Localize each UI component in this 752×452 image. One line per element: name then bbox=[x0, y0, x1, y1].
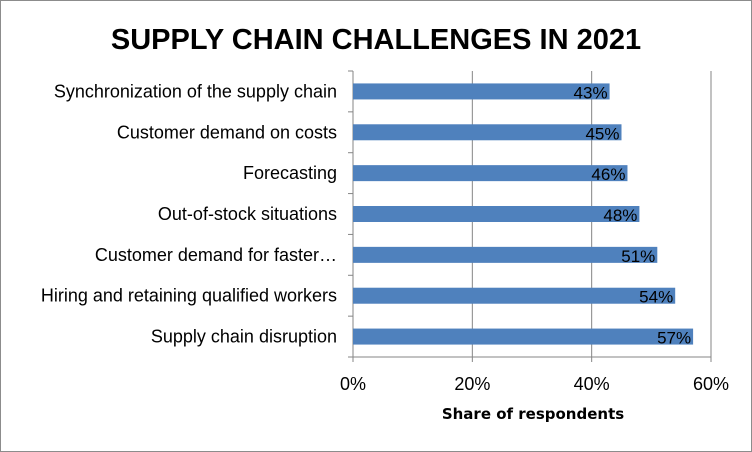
x-tick-labels: 0% 20% 40% 60% bbox=[340, 374, 729, 394]
category-label-1: Synchronization of the supply chain bbox=[54, 81, 337, 101]
data-label-6: 54% bbox=[639, 288, 673, 307]
data-label-2: 45% bbox=[585, 124, 619, 143]
category-label-2: Customer demand on costs bbox=[117, 122, 337, 142]
bar-7 bbox=[353, 328, 694, 345]
data-label-4: 48% bbox=[603, 206, 637, 225]
x-tick-label-2: 40% bbox=[574, 374, 610, 394]
x-axis-label: Share of respondents bbox=[442, 405, 624, 423]
bars bbox=[353, 83, 694, 345]
x-tick-label-0: 0% bbox=[340, 374, 366, 394]
data-label-1: 43% bbox=[574, 83, 608, 102]
x-tick-label-3: 60% bbox=[693, 374, 729, 394]
data-label-5: 51% bbox=[621, 247, 655, 266]
bar-1 bbox=[353, 83, 610, 100]
data-label-3: 46% bbox=[591, 165, 625, 184]
category-labels: Synchronization of the supply chain Custo… bbox=[41, 81, 337, 346]
data-labels: 43% 45% 46% 48% 51% 54% 57% bbox=[574, 83, 692, 347]
bar-4 bbox=[353, 206, 640, 222]
category-label-3: Forecasting bbox=[243, 163, 337, 183]
category-label-6: Hiring and retaining qualified workers bbox=[41, 286, 337, 306]
bar-6 bbox=[353, 287, 676, 304]
bar-5 bbox=[353, 246, 658, 263]
bar-2 bbox=[353, 124, 622, 141]
chart-title: SUPPLY CHAIN CHALLENGES IN 2021 bbox=[111, 24, 641, 56]
category-label-7: Supply chain disruption bbox=[151, 327, 337, 347]
category-label-4: Out-of-stock situations bbox=[158, 204, 337, 224]
category-label-5: Customer demand for faster… bbox=[95, 245, 337, 265]
data-label-7: 57% bbox=[657, 329, 691, 348]
bar-3 bbox=[353, 165, 628, 182]
x-tick-label-1: 20% bbox=[454, 374, 490, 394]
